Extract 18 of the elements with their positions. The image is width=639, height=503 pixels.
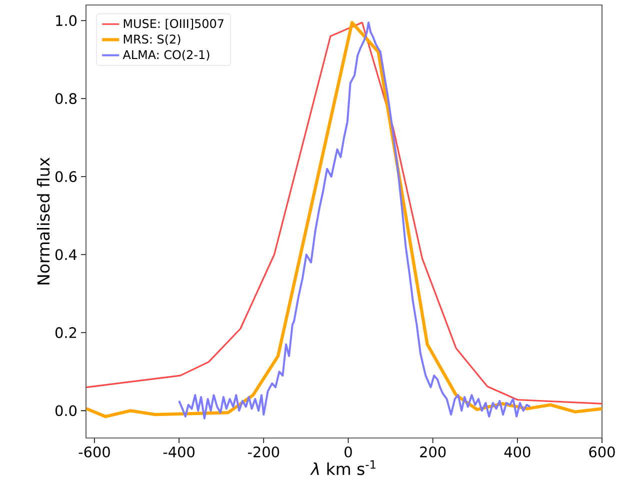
y-tick-label: 1.0	[56, 15, 77, 26]
x-tick-label: 0	[344, 446, 352, 458]
y-tick-label: 0.2	[55, 327, 76, 338]
x-tick-label: -400	[163, 446, 194, 458]
legend-label: MRS: S(2)	[124, 34, 180, 46]
x-tick-label: -600	[78, 446, 110, 458]
y-tick-label: 0.6	[55, 171, 77, 182]
y-tick-label: 0.8	[55, 93, 76, 104]
x-tick-label: 600	[589, 446, 615, 458]
x-axis-title: λ km s$^{-1}$	[310, 460, 376, 476]
y-axis-title: Normalised flux	[36, 158, 50, 284]
y-tick-label: 0.0	[55, 405, 77, 416]
legend-label: MUSE: [OIII]5007	[124, 18, 224, 30]
x-tick-label: 200	[420, 446, 446, 458]
y-tick-label: 0.4	[55, 249, 77, 260]
x-tick-label: -200	[248, 446, 280, 458]
x-tick-label: 400	[504, 446, 530, 458]
legend-label: ALMA: CO(2-1)	[122, 50, 210, 61]
